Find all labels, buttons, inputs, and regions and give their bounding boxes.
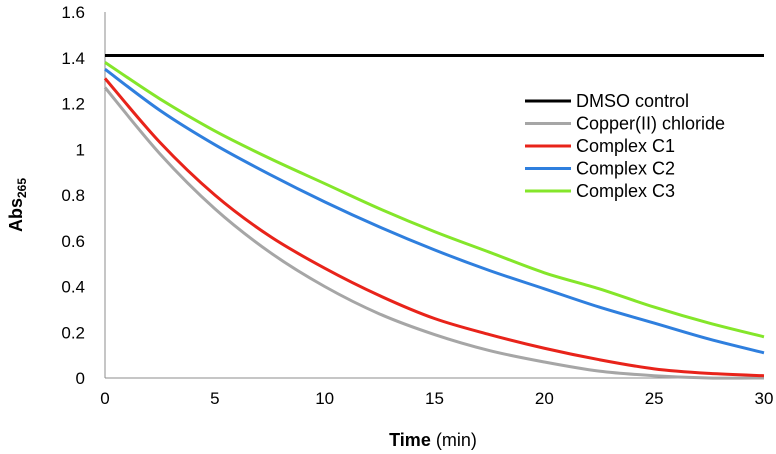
legend-label-copper-ii-chloride: Copper(II) chloride — [576, 114, 725, 134]
x-tick-label: 15 — [425, 389, 444, 408]
x-tick-label: 25 — [645, 389, 664, 408]
y-axis-title: Abs265 — [6, 178, 29, 232]
series-lines — [103, 53, 765, 380]
x-tick-label: 5 — [210, 389, 219, 408]
x-tick-label: 30 — [755, 389, 774, 408]
x-axis-title-main: Time — [389, 430, 431, 450]
axes — [104, 12, 764, 379]
y-tick-label: 0.2 — [61, 323, 85, 342]
series-line-complex-c2 — [104, 67, 765, 355]
y-axis-ticks: 0 0.2 0.4 0.6 0.8 1 1.2 1.4 1.6 — [61, 3, 85, 388]
x-tick-label: 20 — [535, 389, 554, 408]
series-line-copper-ii-chloride — [103, 86, 765, 380]
x-axis-title-unit: (min) — [436, 430, 477, 450]
y-tick-label: 1.6 — [61, 3, 85, 22]
y-tick-label: 1 — [76, 140, 85, 159]
y-tick-label: 1.2 — [61, 95, 85, 114]
x-tick-label: 0 — [100, 389, 109, 408]
y-tick-label: 0.6 — [61, 232, 85, 251]
legend-label-complex-c3: Complex C3 — [576, 181, 675, 201]
series-line-complex-c3 — [104, 61, 765, 339]
y-tick-label: 0.8 — [61, 186, 85, 205]
y-tick-label: 1.4 — [61, 49, 85, 68]
x-axis-ticks: 0 5 10 15 20 25 30 — [100, 389, 773, 408]
legend-label-dmso-control: DMSO control — [576, 91, 689, 111]
x-tick-label: 10 — [315, 389, 334, 408]
legend-label-complex-c2: Complex C2 — [576, 159, 675, 179]
series-line-complex-c1 — [103, 77, 765, 378]
y-tick-label: 0 — [76, 369, 85, 388]
legend-label-complex-c1: Complex C1 — [576, 136, 675, 156]
y-axis-title-main: Abs — [6, 198, 26, 232]
y-axis-title-subscript: 265 — [15, 178, 29, 198]
y-tick-label: 0.4 — [61, 278, 85, 297]
x-axis-title: Time (min) — [389, 430, 477, 450]
